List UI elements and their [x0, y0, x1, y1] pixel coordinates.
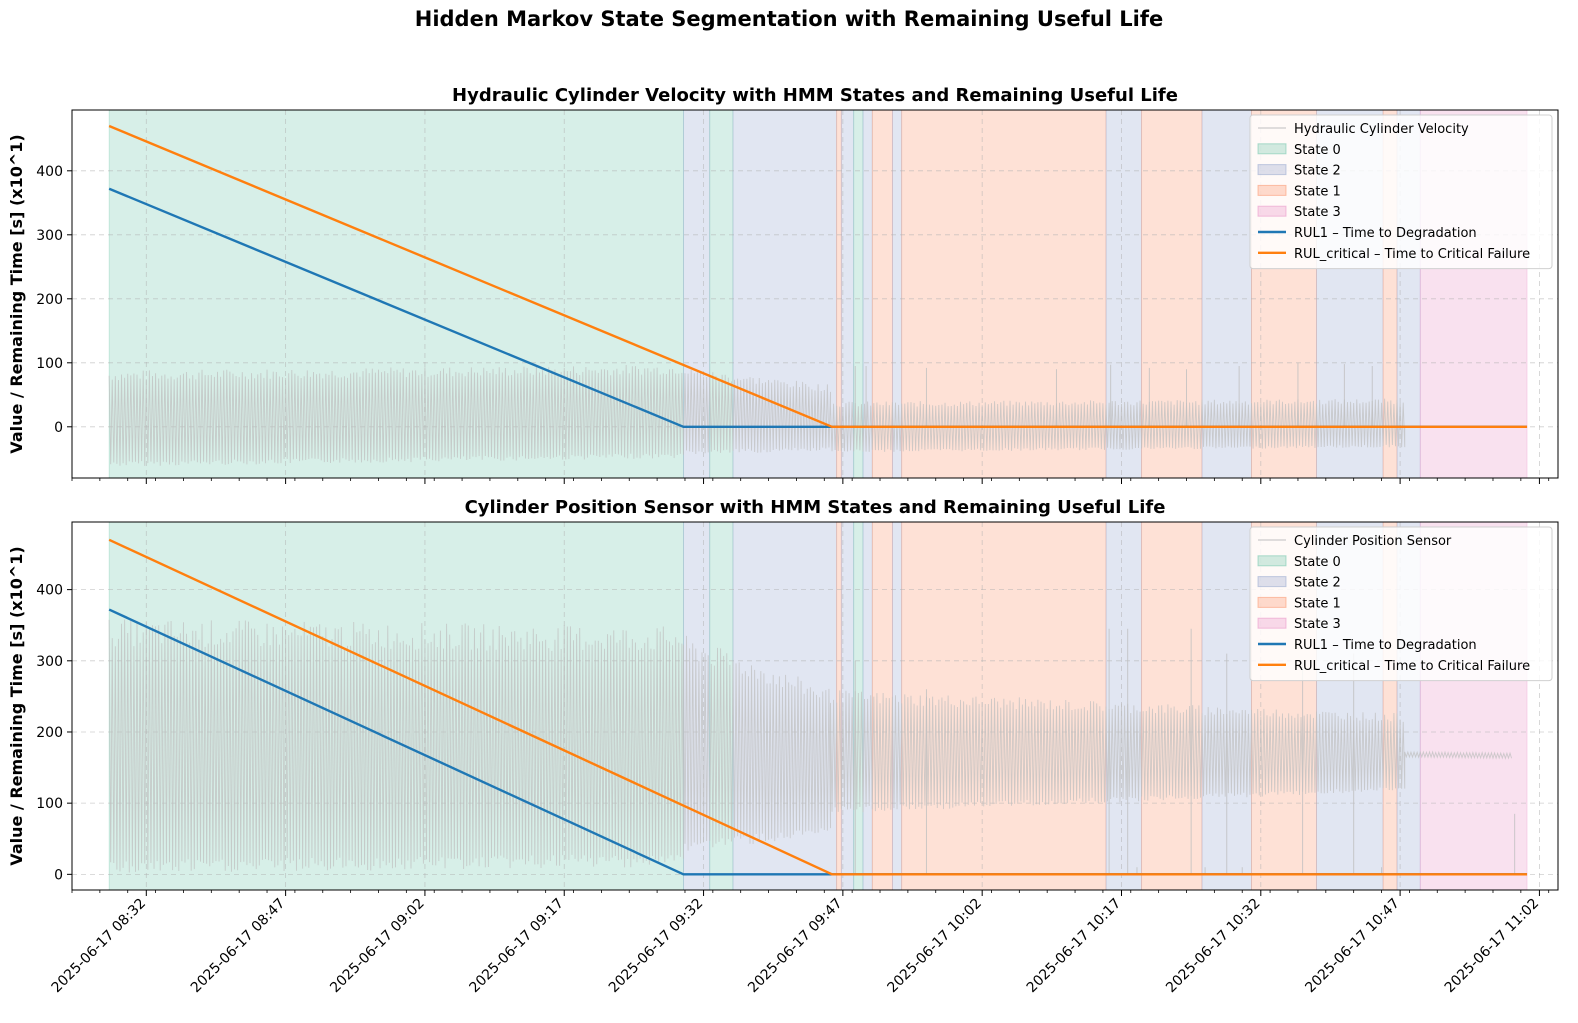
state-span-1: [836, 110, 842, 478]
y-tick-label: 400: [36, 583, 63, 599]
x-tick-label: 2025-06-17 09:17: [467, 896, 568, 997]
y-tick-label: 100: [36, 796, 63, 812]
signal-trace: [108, 619, 1512, 873]
signal-trace: [108, 365, 1512, 466]
panel-title: Cylinder Position Sensor with HMM States…: [465, 497, 1166, 518]
velocity-panel: Hydraulic Cylinder Velocity with HMM Sta…: [7, 85, 1559, 484]
state-span-2: [891, 522, 903, 890]
y-tick-label: 0: [54, 420, 63, 436]
legend: Hydraulic Cylinder Velocity State 0 State …: [1249, 114, 1553, 270]
figure-suptitle: Hidden Markov State Segmentation with Re…: [415, 7, 1163, 31]
x-tick-label: 2025-06-17 09:47: [745, 896, 846, 997]
legend-label: RUL1 – Time to Degradation: [1294, 638, 1477, 653]
rul-series-line: [108, 538, 1528, 876]
legend-swatch: [1257, 555, 1287, 567]
x-tick-label: 2025-06-17 10:17: [1024, 896, 1125, 997]
plot-area: [72, 522, 1558, 890]
legend-swatch: [1257, 143, 1287, 155]
position-panel: Cylinder Position Sensor with HMM States…: [7, 497, 1559, 997]
legend-box: [1249, 526, 1553, 682]
state-span-0: [853, 110, 864, 478]
y-axis-label: Value / Remaining Time [s] (x10^1): [7, 546, 26, 865]
state-span-2: [862, 110, 873, 478]
x-tick-label: 2025-06-17 09:32: [606, 896, 707, 997]
legend-swatch: [1257, 164, 1287, 176]
legend-label: State 2: [1294, 164, 1341, 179]
state-span-1: [871, 110, 893, 478]
x-tick-label: 2025-06-17 10:32: [1163, 896, 1264, 997]
legend-label: State 2: [1294, 576, 1341, 591]
legend-label: RUL1 – Time to Degradation: [1294, 226, 1477, 241]
x-tick-label: 2025-06-17 09:02: [327, 896, 428, 997]
legend: Cylinder Position Sensor State 0 State 2 St…: [1249, 526, 1553, 682]
legend-label: State 0: [1294, 555, 1341, 570]
state-span-2: [840, 110, 855, 478]
legend-label: Hydraulic Cylinder Velocity: [1294, 122, 1469, 137]
state-span-1: [1141, 522, 1203, 890]
axes-frame: [71, 109, 1559, 479]
legend-label: RUL_critical – Time to Critical Failure: [1294, 659, 1530, 674]
y-tick-label: 200: [36, 292, 63, 308]
x-tick-label: 2025-06-17 08:47: [188, 896, 289, 997]
y-tick-label: 400: [36, 164, 63, 180]
y-tick-label: 300: [36, 228, 63, 244]
legend-swatch: [1257, 205, 1287, 217]
state-span-2: [1201, 110, 1252, 478]
legend-label: State 1: [1294, 596, 1341, 611]
legend-label: State 3: [1294, 205, 1341, 220]
state-span-2: [1105, 522, 1143, 890]
rul-series-line: [108, 124, 1528, 428]
x-tick-label: 2025-06-17 10:47: [1302, 896, 1403, 997]
legend-swatch: [1257, 617, 1287, 629]
x-tick-label: 2025-06-17 08:32: [49, 896, 150, 997]
state-span-1: [836, 522, 842, 890]
legend-label: Cylinder Position Sensor: [1294, 534, 1452, 549]
legend-box: [1249, 114, 1553, 270]
legend-label: State 3: [1294, 617, 1341, 632]
legend-swatch: [1257, 596, 1287, 608]
y-tick-label: 100: [36, 356, 63, 372]
legend-swatch: [1257, 184, 1287, 196]
panel-title: Hydraulic Cylinder Velocity with HMM Sta…: [452, 85, 1178, 106]
y-tick-label: 0: [54, 867, 63, 883]
legend-label: State 0: [1294, 143, 1341, 158]
x-tick-label: 2025-06-17 10:02: [884, 896, 985, 997]
legend-label: RUL_critical – Time to Critical Failure: [1294, 247, 1530, 262]
x-tick-label: 2025-06-17 11:02: [1442, 896, 1543, 997]
legend-swatch: [1257, 576, 1287, 588]
y-tick-label: 200: [36, 725, 63, 741]
y-axis-label: Value / Remaining Time [s] (x10^1): [7, 134, 26, 453]
legend-label: State 1: [1294, 184, 1341, 199]
state-span-2: [891, 110, 903, 478]
y-tick-label: 300: [36, 654, 63, 670]
axes-frame: [71, 521, 1559, 891]
